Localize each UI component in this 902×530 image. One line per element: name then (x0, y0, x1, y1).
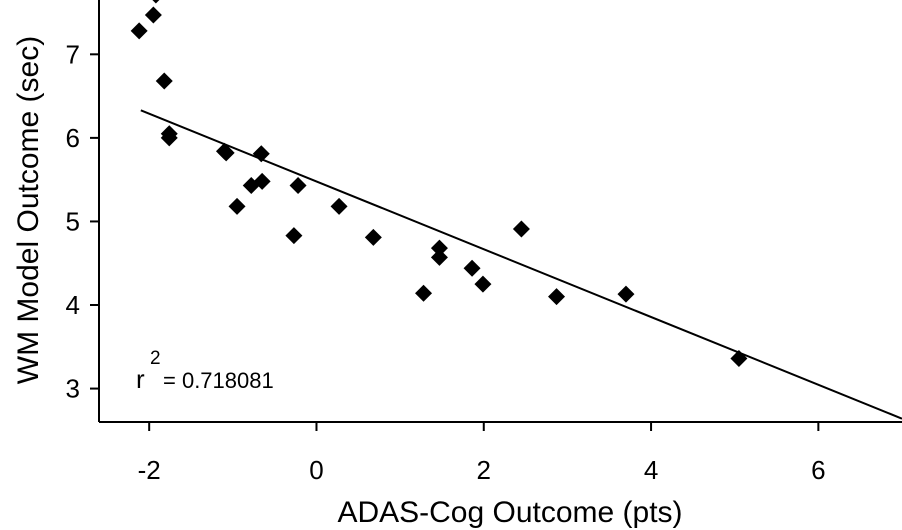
data-point (415, 284, 433, 302)
data-point (474, 275, 492, 293)
x-tick-label: 0 (309, 455, 323, 485)
y-tick-label: 3 (66, 374, 80, 404)
data-point (512, 220, 530, 238)
data-point (548, 288, 566, 306)
data-points (130, 0, 748, 367)
x-tick-label: 2 (477, 455, 491, 485)
data-point (252, 145, 270, 163)
x-tick-label: 6 (811, 455, 825, 485)
r-squared-annotation: r 2 = 0.718081 (136, 348, 274, 394)
r-squared-r: r (136, 364, 145, 394)
data-point (130, 22, 148, 40)
data-point (144, 6, 162, 24)
data-point (160, 129, 178, 147)
y-tick-label: 6 (66, 123, 80, 153)
x-ticks: -2 0 2 4 6 (138, 422, 826, 485)
data-point (152, 0, 160, 4)
data-point (289, 177, 307, 195)
regression-line (140, 109, 902, 420)
x-tick-label: -2 (138, 455, 161, 485)
data-point (430, 239, 448, 257)
y-axis-title: WM Model Outcome (sec) (12, 36, 45, 384)
axes (98, 0, 902, 423)
data-point (430, 248, 448, 266)
data-point (217, 144, 235, 162)
data-point (253, 172, 271, 190)
data-point (228, 197, 246, 215)
data-point (330, 197, 348, 215)
x-tick-label: 4 (644, 455, 658, 485)
x-axis-title: ADAS-Cog Outcome (pts) (337, 496, 682, 529)
data-point (285, 227, 303, 245)
data-point (463, 259, 481, 277)
r-squared-value: = 0.718081 (163, 368, 274, 393)
y-ticks: 3 4 5 6 7 (66, 39, 99, 404)
data-point (155, 72, 173, 90)
y-tick-label: 4 (66, 290, 80, 320)
data-point (617, 285, 635, 303)
y-tick-label: 5 (66, 206, 80, 236)
data-point (364, 228, 382, 246)
r-squared-exponent: 2 (150, 348, 161, 369)
y-tick-label: 7 (66, 39, 80, 69)
data-point (730, 349, 748, 367)
